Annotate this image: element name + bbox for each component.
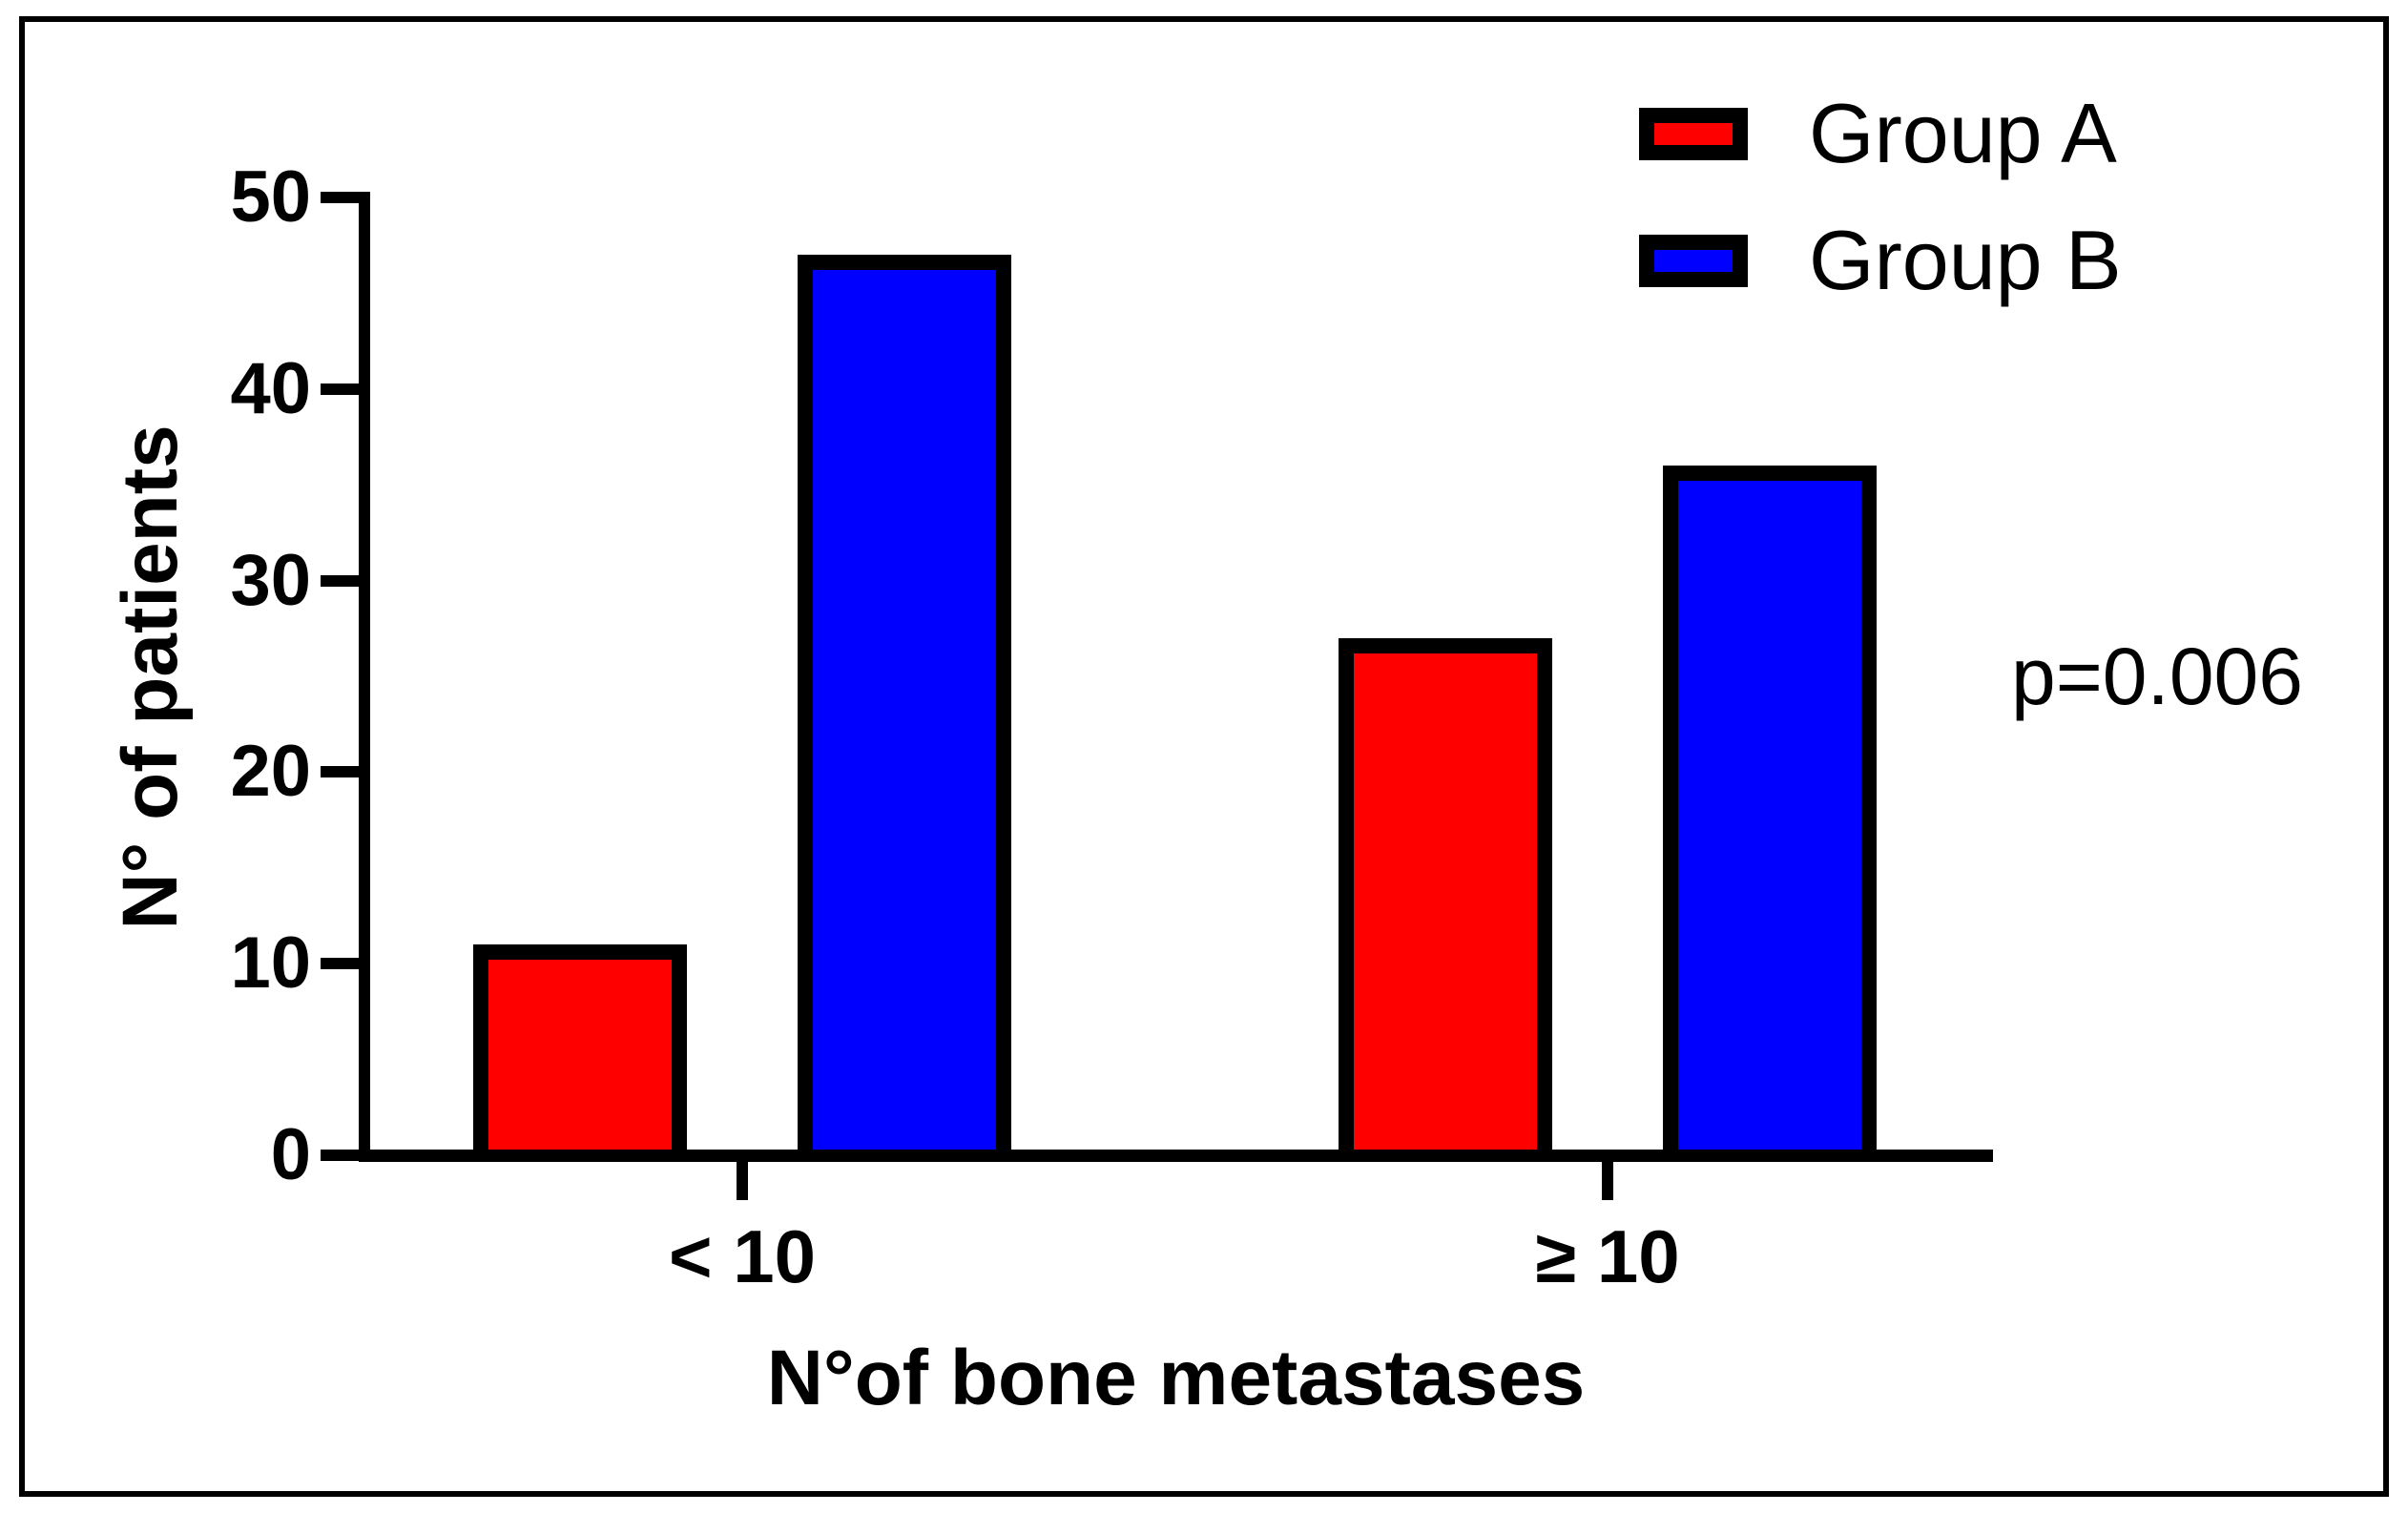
- bar-group-a-2: [1339, 637, 1552, 1150]
- y-tick: [321, 1150, 359, 1161]
- y-tick-label: 10: [230, 922, 311, 1005]
- bar-group-a-1: [473, 944, 687, 1150]
- legend-label: Group B: [1809, 213, 2122, 307]
- bar-group-b-1: [798, 255, 1011, 1150]
- x-axis-line: [359, 1150, 1993, 1162]
- bar-group-b-2: [1663, 466, 1877, 1150]
- y-tick-label: 30: [230, 539, 311, 621]
- x-category-label: ≥ 10: [1535, 1214, 1680, 1298]
- y-tick: [321, 192, 359, 203]
- y-tick: [321, 383, 359, 395]
- y-tick: [321, 958, 359, 970]
- x-tick: [1602, 1162, 1613, 1200]
- figure-border: [19, 16, 2389, 1497]
- y-tick-label: 50: [230, 156, 311, 238]
- y-tick: [321, 766, 359, 778]
- legend-label: Group A: [1809, 86, 2117, 180]
- y-axis-line: [359, 192, 370, 1162]
- legend-item: Group A: [1639, 81, 2122, 186]
- legend-item: Group B: [1639, 208, 2122, 313]
- p-value-annotation: p=0.006: [2011, 632, 2303, 721]
- y-tick: [321, 574, 359, 587]
- y-axis-title: N° of patients: [107, 425, 194, 930]
- x-axis-title: N°of bone metastases: [766, 1335, 1586, 1421]
- y-tick-label: 40: [230, 347, 311, 429]
- y-tick-label: 0: [270, 1114, 311, 1195]
- legend-swatch-group-a: [1639, 107, 1748, 160]
- x-category-label: < 10: [669, 1214, 816, 1298]
- legend-swatch-group-b: [1639, 234, 1748, 287]
- y-tick-label: 20: [230, 731, 311, 813]
- x-tick: [737, 1162, 748, 1200]
- legend: Group A Group B: [1639, 81, 2122, 335]
